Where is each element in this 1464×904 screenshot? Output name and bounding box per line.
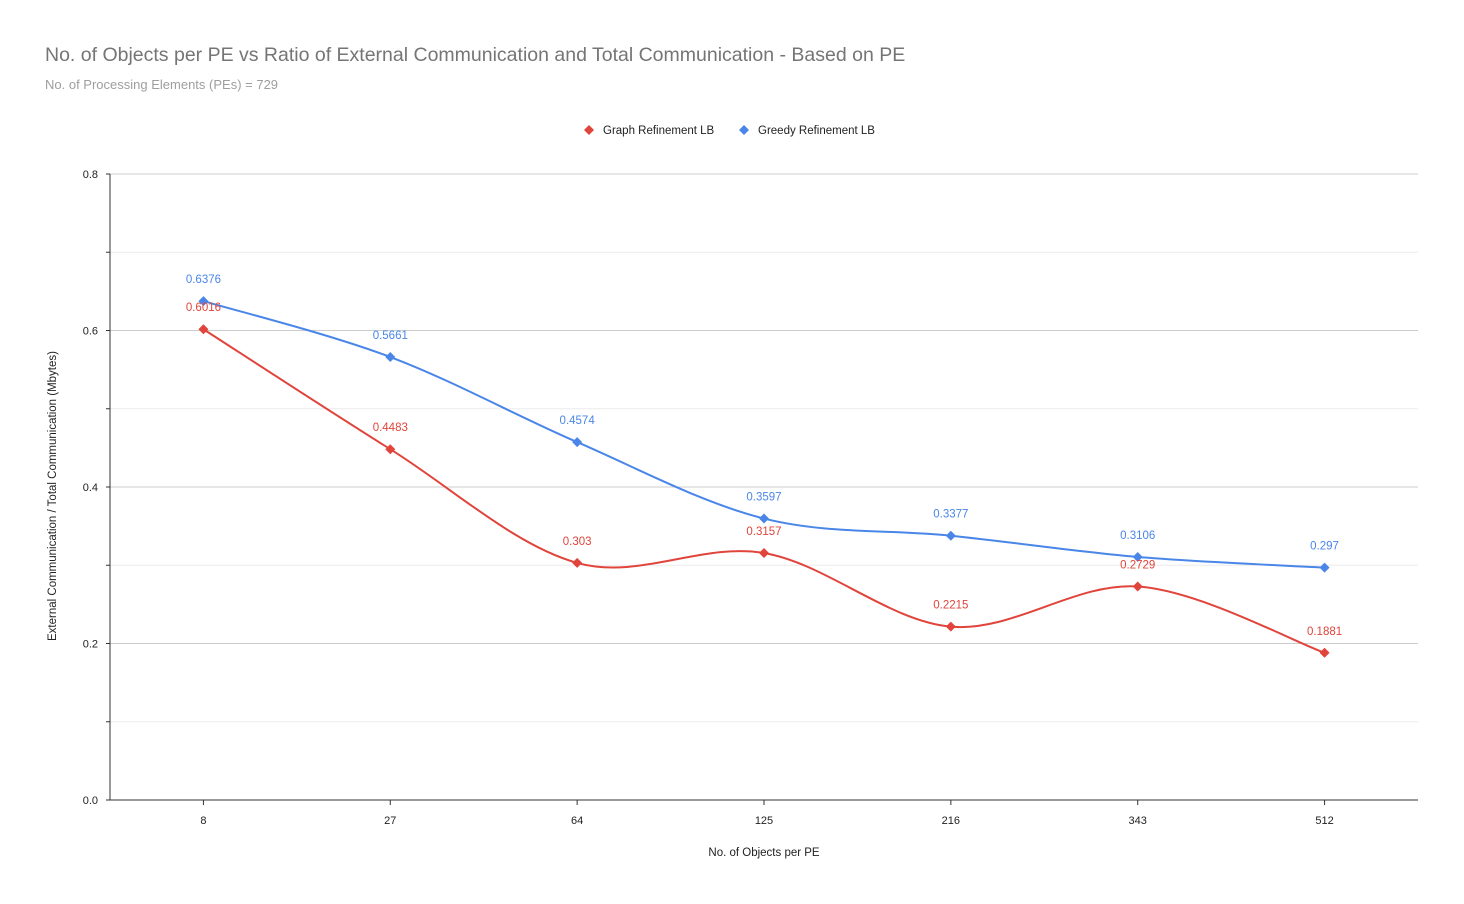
- data-labels: 0.6016 0.4483 0.303 0.3157 0.2215 0.2729 0.188…: [186, 274, 1342, 638]
- axes: 0.0 0.2 0.4 0.6 0.8 8 27 64 125 216 343 512: [83, 169, 1418, 827]
- data-point-graph-refinement-lb: [198, 324, 209, 335]
- data-label-greedy-refinement-lb: 0.3106: [1120, 530, 1155, 542]
- data-label-graph-refinement-lb: 0.2729: [1120, 559, 1155, 571]
- x-tick-label: 27: [384, 815, 396, 827]
- y-tick-label: 0.8: [83, 169, 98, 181]
- legend-marker-greedy-refinement-lb: [739, 125, 749, 135]
- data-point-greedy-refinement-lb: [1319, 562, 1330, 573]
- chart-title: No. of Objects per PE vs Ratio of Extern…: [45, 44, 906, 66]
- data-point-greedy-refinement-lb: [759, 513, 769, 524]
- y-tick-label: 0.6: [83, 326, 98, 338]
- data-label-graph-refinement-lb: 0.3157: [746, 526, 781, 538]
- data-point-graph-refinement-lb: [1319, 647, 1330, 658]
- x-tick-label: 8: [200, 815, 206, 827]
- y-tick-label: 0.4: [83, 482, 98, 494]
- data-label-greedy-refinement-lb: 0.6376: [186, 274, 221, 286]
- series-group: [198, 296, 1330, 658]
- data-label-graph-refinement-lb: 0.2215: [933, 600, 968, 612]
- legend-label-graph-refinement-lb: Graph Refinement LB: [603, 125, 715, 137]
- chart-subtitle: No. of Processing Elements (PEs) = 729: [45, 77, 279, 92]
- x-tick-label: 343: [1129, 815, 1147, 827]
- y-tick-label: 0.0: [83, 795, 98, 807]
- y-tick-label: 0.2: [83, 639, 98, 651]
- data-point-greedy-refinement-lb: [198, 296, 209, 307]
- data-point-graph-refinement-lb: [945, 621, 956, 632]
- x-tick-label: 216: [942, 815, 960, 827]
- data-point-greedy-refinement-lb: [1132, 551, 1143, 562]
- legend: Graph Refinement LB Greedy Refinement LB: [584, 125, 875, 137]
- data-label-greedy-refinement-lb: 0.297: [1310, 541, 1339, 553]
- legend-marker-graph-refinement-lb: [584, 125, 594, 135]
- data-label-graph-refinement-lb: 0.303: [563, 536, 592, 548]
- data-label-greedy-refinement-lb: 0.5661: [373, 330, 408, 342]
- legend-label-greedy-refinement-lb: Greedy Refinement LB: [758, 125, 875, 137]
- x-tick-label: 64: [571, 815, 583, 827]
- x-tick-label: 512: [1315, 815, 1333, 827]
- data-point-graph-refinement-lb: [759, 547, 769, 558]
- data-label-graph-refinement-lb: 0.1881: [1307, 626, 1342, 638]
- x-tick-label: 125: [755, 815, 773, 827]
- data-label-greedy-refinement-lb: 0.3377: [933, 509, 968, 521]
- data-label-graph-refinement-lb: 0.6016: [186, 302, 221, 314]
- data-point-graph-refinement-lb: [1132, 581, 1143, 592]
- data-point-graph-refinement-lb: [385, 444, 396, 455]
- data-label-graph-refinement-lb: 0.4483: [373, 422, 408, 434]
- data-point-greedy-refinement-lb: [385, 352, 396, 363]
- data-point-greedy-refinement-lb: [572, 437, 583, 448]
- gridlines: [110, 173, 1418, 723]
- x-axis-title: No. of Objects per PE: [708, 847, 820, 859]
- data-label-greedy-refinement-lb: 0.3597: [746, 492, 781, 504]
- data-label-greedy-refinement-lb: 0.4574: [560, 415, 596, 427]
- data-point-greedy-refinement-lb: [945, 530, 956, 541]
- data-point-graph-refinement-lb: [572, 557, 583, 568]
- y-axis-title: External Communication / Total Communica…: [47, 351, 59, 641]
